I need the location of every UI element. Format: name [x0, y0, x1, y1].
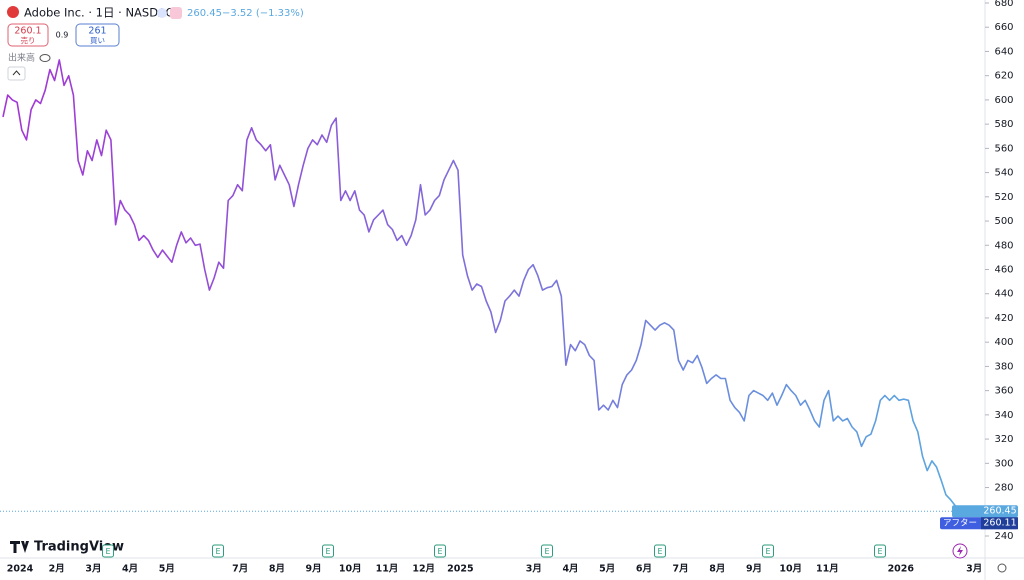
- settings-icon[interactable]: [997, 563, 1007, 573]
- event-marker: [212, 544, 224, 558]
- brand-logo: [10, 541, 29, 553]
- icon: [157, 8, 167, 18]
- event-label: E: [657, 547, 662, 556]
- logo: [7, 6, 19, 18]
- x-tick-label: 2月: [49, 564, 65, 575]
- icon: [170, 7, 182, 19]
- y-tick-label: 280: [994, 483, 1013, 494]
- spread: 0.9: [56, 31, 69, 40]
- x-tick-label: 3月: [85, 564, 101, 575]
- header-price: 260.45: [187, 8, 222, 19]
- x-tick-label: 9月: [306, 564, 322, 575]
- sell-button[interactable]: [7, 23, 49, 47]
- event-label: E: [437, 547, 442, 556]
- header-change: −3.52 (−1.33%): [222, 8, 304, 19]
- volume-label: 出来高: [8, 52, 35, 64]
- last-price-label: 260.45: [983, 506, 1016, 517]
- x-tick-label: 5月: [159, 564, 175, 575]
- y-tick-label: 520: [994, 192, 1013, 203]
- y-tick-label: 580: [994, 119, 1013, 130]
- x-tick-label: 8月: [269, 564, 285, 575]
- event-marker: [541, 544, 553, 558]
- y-tick-label: 440: [994, 289, 1013, 300]
- collapse-icon: [12, 70, 21, 76]
- x-tick-label: 9月: [746, 564, 762, 575]
- y-tick-label: 460: [994, 265, 1013, 276]
- y-tick-label: 600: [994, 95, 1013, 106]
- x-tick-label: 4月: [122, 564, 138, 575]
- event-label: E: [877, 547, 882, 556]
- x-tick-label: 7月: [232, 564, 248, 575]
- x-tick-label: 11月: [376, 564, 399, 575]
- price-line: [2, 59, 961, 512]
- event-label: E: [215, 547, 220, 556]
- y-tick-label: 560: [994, 143, 1013, 154]
- after-hours-price-box: [981, 517, 1018, 530]
- y-tick-label: 340: [994, 410, 1013, 421]
- x-tick-label: 7月: [673, 564, 689, 575]
- y-tick-label: 660: [994, 22, 1013, 33]
- x-tick-label: 2024: [7, 564, 34, 575]
- x-tick-label: 5月: [599, 564, 615, 575]
- x-tick-label: 3月: [966, 564, 982, 575]
- y-tick-label: 380: [994, 361, 1013, 372]
- x-tick-label: 10月: [779, 564, 802, 575]
- x-tick-label: 2025: [447, 564, 473, 575]
- y-tick-label: 400: [994, 337, 1013, 348]
- event-marker: [874, 544, 886, 558]
- x-tick-label: 12月: [412, 564, 435, 575]
- sell-label: 売り: [21, 35, 36, 45]
- x-tick-label: 8月: [709, 564, 725, 575]
- event-label: E: [544, 547, 549, 556]
- buy-price: 261: [88, 26, 106, 37]
- chart-title: Adobe Inc. · 1日 · NASDAQ: [24, 6, 175, 20]
- y-tick-label: 640: [994, 46, 1013, 57]
- y-tick-label: 360: [994, 386, 1013, 397]
- eye-icon[interactable]: [39, 54, 51, 62]
- lightning-icon: [957, 546, 963, 556]
- buy-button[interactable]: [75, 23, 120, 47]
- buy-label: 買い: [90, 36, 105, 45]
- y-tick-label: 680: [994, 0, 1013, 9]
- last-price-box: [952, 505, 1018, 518]
- y-tick-label: 320: [994, 434, 1013, 445]
- event-marker: [102, 544, 114, 558]
- brand-name: TradingView: [34, 540, 124, 555]
- y-tick-label: 620: [994, 71, 1013, 82]
- collapse-button[interactable]: [7, 66, 26, 81]
- y-tick-label: 500: [994, 216, 1013, 227]
- x-tick-label: 2026: [888, 564, 915, 575]
- y-tick-label: 480: [994, 240, 1013, 251]
- event-marker: [762, 544, 774, 558]
- sell-price: 260.1: [14, 26, 41, 37]
- y-tick-label: 240: [994, 531, 1013, 542]
- after-hours-label: アフター: [943, 519, 977, 529]
- event-label: E: [105, 547, 110, 556]
- event-label: E: [765, 547, 770, 556]
- event-marker: [322, 544, 334, 558]
- x-tick-label: 4月: [562, 564, 578, 575]
- event-marker: [434, 544, 446, 558]
- x-tick-label: 3月: [526, 564, 542, 575]
- x-tick-label: 11月: [816, 564, 839, 575]
- y-tick-label: 540: [994, 168, 1013, 179]
- y-tick-label: 300: [994, 458, 1013, 469]
- event-marker: [654, 544, 666, 558]
- after-hours-price: 260.11: [983, 518, 1016, 529]
- x-tick-label: 6月: [636, 564, 652, 575]
- y-tick-label: 420: [994, 313, 1013, 324]
- event-label: E: [325, 547, 330, 556]
- x-tick-label: 10月: [339, 564, 362, 575]
